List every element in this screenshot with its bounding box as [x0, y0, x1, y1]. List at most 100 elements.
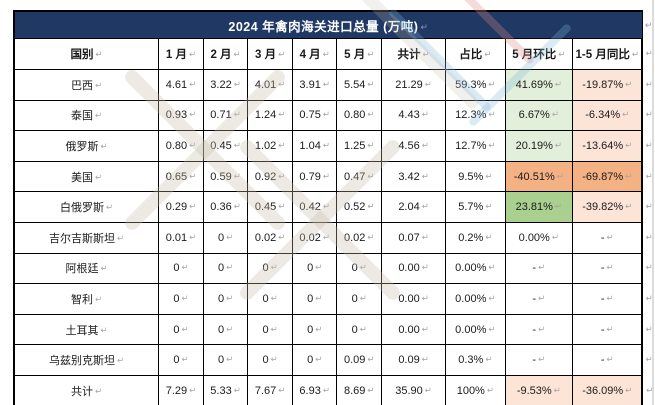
- cell-text: 智利: [71, 293, 94, 306]
- value-cell: 1.25 ↵: [336, 130, 383, 162]
- paragraph-mark-icon: ↵: [189, 109, 197, 120]
- cell-text: 0.00%: [455, 262, 487, 275]
- paragraph-mark-icon: ↵: [95, 49, 103, 59]
- value-cell: 0 ↵: [202, 313, 249, 346]
- country-cell: 俄罗斯 ↵: [13, 130, 160, 162]
- row-end-mark: ↵: [642, 70, 654, 101]
- value-cell: 7.67 ↵: [247, 374, 293, 405]
- cell-text: 0: [217, 354, 225, 367]
- row-end-mark: ↵: [642, 222, 654, 253]
- value-cell: 0.45 ↵: [247, 191, 293, 223]
- cell-text: 0.75: [299, 109, 321, 122]
- paragraph-mark-icon: ↵: [367, 109, 375, 120]
- value-cell: 0.93 ↵: [158, 99, 204, 132]
- share-cell: 0.2% ↵: [445, 221, 506, 254]
- paragraph-mark-icon: ↵: [551, 109, 559, 120]
- paragraph-mark-icon: ↵: [189, 78, 197, 89]
- cell-text: 0.59: [210, 170, 232, 183]
- cell-text: -: [532, 323, 537, 336]
- paragraph-mark-icon: ↵: [554, 139, 563, 150]
- value-cell: 4.61 ↵: [158, 69, 204, 101]
- cell-text: 0: [217, 323, 225, 336]
- paragraph-mark-icon: ↵: [100, 140, 108, 151]
- value-cell: 5.54 ↵: [336, 69, 383, 101]
- paragraph-mark-icon: ↵: [606, 354, 614, 365]
- share-cell: 100% ↵: [445, 374, 506, 405]
- table-title: 2024 年禽肉海关进口总量 (万吨) ↵: [12, 10, 643, 39]
- paragraph-mark-icon: ↵: [270, 354, 278, 365]
- country-cell: 泰国 ↵: [13, 99, 160, 132]
- paragraph-mark-icon: ↵: [645, 262, 653, 273]
- cell-text: -: [532, 262, 537, 275]
- paragraph-mark-icon: ↵: [606, 231, 614, 242]
- paragraph-mark-icon: ↵: [322, 49, 330, 59]
- paragraph-mark-icon: ↵: [278, 49, 286, 59]
- paragraph-mark-icon: ↵: [488, 292, 496, 303]
- share-cell: 12.7% ↵: [445, 130, 506, 162]
- paragraph-mark-icon: ↵: [322, 384, 330, 395]
- paragraph-mark-icon: ↵: [551, 231, 559, 242]
- cell-text: 0.45: [254, 201, 277, 214]
- cell-text: -: [600, 262, 605, 275]
- paragraph-mark-icon: ↵: [421, 354, 429, 365]
- value-cell: 0.79 ↵: [291, 160, 338, 193]
- paragraph-mark-icon: ↵: [631, 49, 639, 59]
- poultry-import-table: 2024 年禽肉海关进口总量 (万吨) ↵ ↵ 国别 ↵ 1 月 ↵ 2 月 ↵ 3 月 ↵ 4 …: [12, 10, 655, 405]
- cell-text: 20.19%: [515, 139, 553, 152]
- cell-text: 0: [173, 292, 180, 305]
- cell-text: 0: [262, 292, 269, 305]
- paragraph-mark-icon: ↵: [278, 170, 286, 181]
- yoy-cell: - ↵: [572, 252, 644, 285]
- paragraph-mark-icon: ↵: [485, 201, 493, 212]
- cell-text: -6.34%: [585, 109, 621, 122]
- paragraph-mark-icon: ↵: [189, 384, 197, 395]
- paragraph-mark-icon: ↵: [488, 262, 496, 273]
- share-cell: 0.00% ↵: [445, 283, 506, 315]
- cell-text: 1.02: [254, 139, 277, 152]
- value-cell: 0 ↵: [247, 313, 293, 346]
- mom-cell: - ↵: [504, 283, 574, 315]
- paragraph-mark-icon: ↵: [421, 231, 429, 242]
- paragraph-mark-icon: ↵: [622, 109, 630, 120]
- paragraph-mark-icon: ↵: [556, 170, 564, 181]
- paragraph-mark-icon: ↵: [233, 49, 241, 59]
- value-cell: 35.90 ↵: [381, 374, 447, 405]
- row-end-mark: ↵: [642, 192, 654, 223]
- share-cell: 12.3% ↵: [445, 99, 506, 132]
- country-cell: 乌兹别克斯坦 ↵: [13, 344, 160, 376]
- yoy-cell: - ↵: [572, 283, 644, 315]
- cell-text: 0.47: [343, 170, 366, 183]
- paragraph-mark-icon: ↵: [181, 262, 189, 273]
- cell-text: 0: [217, 262, 225, 275]
- paragraph-mark-icon: ↵: [538, 323, 546, 334]
- cell-text: 5.54: [343, 78, 366, 91]
- paragraph-mark-icon: ↵: [367, 139, 375, 150]
- paragraph-mark-icon: ↵: [95, 385, 103, 396]
- cell-text: 0.42: [299, 201, 321, 214]
- paragraph-mark-icon: ↵: [233, 109, 241, 120]
- value-cell: 0.00 ↵: [381, 313, 447, 346]
- cell-text: -36.09%: [582, 384, 624, 397]
- cell-text: 9.5%: [458, 170, 484, 183]
- cell-text: 白俄罗斯: [60, 202, 105, 215]
- country-cell: 阿根廷 ↵: [13, 252, 160, 285]
- yoy-cell: -19.87% ↵: [572, 69, 644, 101]
- value-cell: 0.80 ↵: [336, 99, 383, 132]
- paragraph-mark-icon: ↵: [625, 78, 633, 89]
- paragraph-mark-icon: ↵: [278, 139, 286, 150]
- paragraph-mark-icon: ↵: [315, 292, 323, 303]
- cell-text: 0: [307, 262, 314, 275]
- cell-text: 3.42: [398, 170, 420, 183]
- paragraph-mark-icon: ↵: [117, 355, 125, 366]
- paragraph-mark-icon: ↵: [278, 201, 286, 212]
- paragraph-mark-icon: ↵: [233, 78, 241, 89]
- table-row: 共计 ↵ 7.29 ↵ 5.33 ↵ 7.67 ↵ 6.93 ↵ 8.69 ↵ 35.90 ↵ 100% ↵ -…: [13, 374, 654, 405]
- value-cell: 0.29 ↵: [158, 191, 204, 223]
- value-cell: 0 ↵: [158, 344, 204, 376]
- paragraph-mark-icon: ↵: [421, 292, 429, 303]
- paragraph-mark-icon: ↵: [322, 170, 330, 181]
- value-cell: 0 ↵: [247, 344, 293, 376]
- paragraph-mark-icon: ↵: [645, 323, 653, 334]
- mom-cell: 41.69% ↵: [504, 69, 574, 101]
- paragraph-mark-icon: ↵: [367, 201, 375, 212]
